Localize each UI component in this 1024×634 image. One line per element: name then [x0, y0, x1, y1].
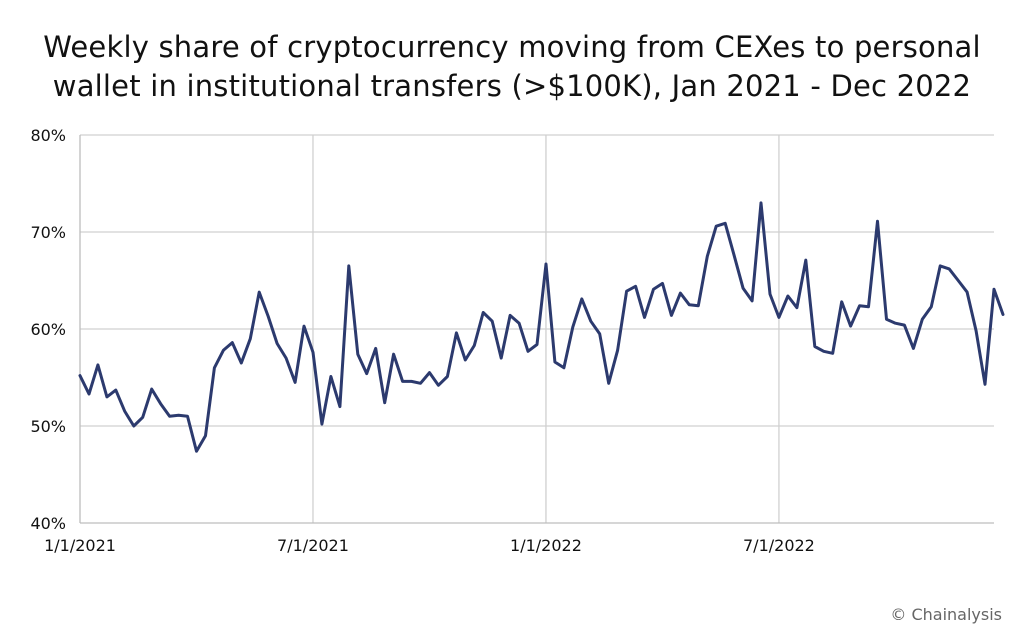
chart-title-line-2: wallet in institutional transfers (>$100…: [52, 69, 972, 103]
y-tick-label: 60%: [30, 320, 66, 339]
chart-title: Weekly share of cryptocurrency moving fr…: [0, 28, 1024, 106]
grid-lines: [80, 134, 994, 523]
series-line: [78, 201, 1005, 453]
axes: [79, 135, 994, 524]
chainalysis-watermark: © Chainalysis: [890, 605, 1002, 624]
x-tick-label: 1/1/2021: [44, 536, 116, 555]
x-tick-label: 1/1/2022: [510, 536, 582, 555]
y-tick-label: 80%: [30, 126, 66, 145]
series-layer: [78, 201, 1005, 453]
y-tick-label: 40%: [30, 514, 66, 533]
x-tick-label: 7/1/2022: [743, 536, 815, 555]
y-tick-label: 50%: [30, 417, 66, 436]
chart-title-line-1: Weekly share of cryptocurrency moving fr…: [43, 30, 981, 64]
y-tick-label: 70%: [30, 223, 66, 242]
x-tick-label: 7/1/2021: [277, 536, 349, 555]
tick-labels: 40% 50% 60% 70% 80% 1/1/2021 7/1/2021 1/1/2022 7…: [30, 126, 814, 555]
